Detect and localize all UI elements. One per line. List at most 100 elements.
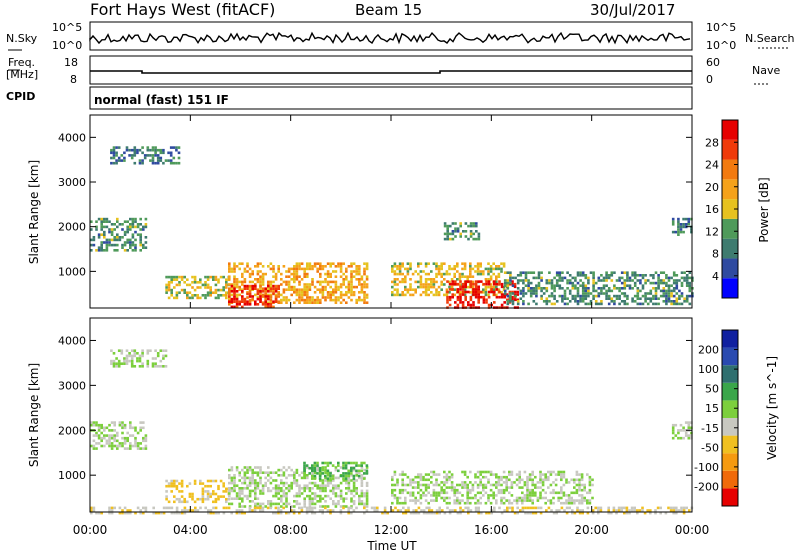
velocity-data-cell — [347, 476, 351, 480]
velocity-y-tick-label: 4000 — [58, 334, 86, 347]
power-data-cell — [293, 272, 296, 276]
power-data-cell — [324, 285, 327, 289]
power-data-cell — [259, 280, 262, 284]
power-data-cell — [116, 220, 119, 223]
power-data-cell — [623, 302, 627, 306]
power-data-cell — [448, 285, 451, 289]
velocity-data-cell — [280, 494, 283, 498]
power-data-cell — [313, 301, 317, 304]
power-data-cell — [568, 274, 572, 277]
velocity-data-cell — [528, 473, 532, 476]
power-data-cell — [427, 283, 430, 286]
velocity-data-cell — [489, 483, 493, 487]
power-data-cell — [443, 293, 446, 297]
power-data-cell — [319, 265, 322, 268]
power-data-cell — [133, 148, 137, 152]
power-data-cell — [422, 285, 425, 289]
power-data-cell — [568, 292, 572, 295]
velocity-data-cell — [90, 511, 93, 515]
power-data-cell — [605, 271, 608, 274]
power-data-cell — [347, 296, 351, 299]
power-data-cell — [110, 156, 113, 160]
power-data-cell — [290, 272, 293, 276]
power-data-cell — [652, 276, 655, 280]
power-data-cell — [225, 296, 228, 300]
velocity-data-cell — [134, 444, 137, 448]
power-data-cell — [448, 267, 451, 271]
velocity-data-cell — [404, 501, 407, 505]
power-data-cell — [542, 300, 546, 303]
power-data-cell — [414, 280, 417, 284]
velocity-data-cell — [123, 511, 127, 515]
power-data-cell — [679, 225, 683, 229]
velocity-data-cell — [625, 509, 629, 512]
velocity-data-cell — [277, 484, 280, 487]
velocity-data-cell — [110, 447, 114, 450]
velocity-data-cell — [568, 506, 571, 510]
power-data-cell — [306, 267, 309, 271]
velocity-data-cell — [519, 509, 522, 512]
velocity-data-cell — [407, 509, 410, 512]
velocity-data-cell — [521, 491, 524, 495]
power-data-cell — [108, 241, 111, 244]
velocity-data-cell — [254, 494, 257, 498]
time-tick-label: 00:00 — [73, 523, 108, 537]
power-data-cell — [311, 296, 314, 299]
power-data-cell — [193, 294, 197, 297]
velocity-data-cell — [214, 506, 218, 510]
power-data-cell — [424, 283, 428, 286]
velocity-data-cell — [293, 481, 296, 485]
velocity-data-cell — [438, 506, 441, 510]
velocity-data-cell — [259, 471, 262, 474]
power-data-cell — [685, 284, 689, 287]
power-data-cell — [509, 297, 512, 300]
velocity-data-cell — [290, 481, 293, 485]
velocity-data-cell — [311, 492, 314, 495]
velocity-data-cell — [105, 434, 109, 437]
power-data-cell — [256, 265, 260, 268]
power-data-cell — [90, 243, 93, 247]
power-data-cell — [479, 265, 482, 268]
power-data-cell — [401, 278, 404, 281]
power-data-cell — [467, 237, 470, 241]
power-data-cell — [97, 246, 101, 249]
power-data-cell — [639, 279, 642, 282]
velocity-data-cell — [248, 489, 252, 493]
velocity-data-cell — [339, 474, 343, 478]
power-data-cell — [358, 267, 361, 271]
velocity-data-cell — [157, 511, 161, 515]
velocity-data-cell — [628, 509, 631, 512]
velocity-data-cell — [248, 484, 252, 487]
power-data-cell — [690, 217, 693, 221]
velocity-data-cell — [401, 488, 404, 492]
power-data-cell — [230, 270, 234, 273]
velocity-data-cell — [334, 502, 338, 506]
velocity-data-cell — [146, 365, 150, 368]
velocity-data-cell — [688, 509, 691, 512]
power-data-cell — [393, 270, 397, 273]
power-data-cell — [472, 293, 475, 296]
power-colorbar-swatch — [722, 120, 738, 140]
velocity-data-cell — [526, 491, 529, 495]
power-data-cell — [509, 300, 512, 303]
power-data-cell — [489, 265, 493, 268]
velocity-data-cell — [259, 468, 262, 472]
power-data-cell — [326, 275, 330, 278]
power-data-cell — [95, 249, 98, 252]
power-data-cell — [204, 296, 207, 300]
velocity-data-cell — [401, 473, 404, 476]
velocity-data-cell — [448, 478, 451, 482]
velocity-data-cell — [267, 489, 270, 493]
velocity-data-cell — [363, 505, 366, 508]
velocity-data-cell — [575, 488, 579, 492]
velocity-data-cell — [531, 470, 534, 474]
power-data-cell — [365, 285, 369, 289]
power-data-cell — [235, 297, 239, 301]
velocity-data-cell — [290, 474, 293, 477]
power-data-cell — [417, 285, 420, 289]
power-data-cell — [636, 279, 640, 282]
power-data-cell — [228, 290, 231, 293]
velocity-data-cell — [552, 496, 555, 500]
power-data-cell — [479, 272, 482, 276]
